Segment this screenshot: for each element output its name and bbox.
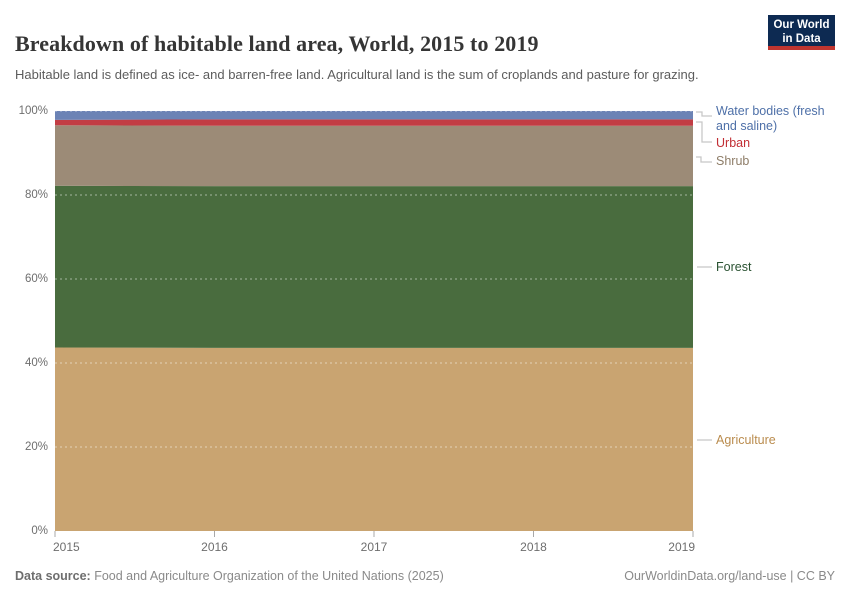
y-axis-label: 80%	[24, 189, 48, 201]
legend-label-line: Water bodies (fresh	[716, 104, 825, 118]
legend-label-urban[interactable]: Urban	[716, 136, 750, 151]
y-axis-label: 60%	[24, 273, 48, 285]
owid-logo-line1: Our World	[773, 19, 830, 31]
y-axis-label: 20%	[24, 441, 48, 453]
footer: Data source: Food and Agriculture Organi…	[15, 569, 835, 583]
y-axis-label: 0%	[31, 525, 48, 537]
area-shrub[interactable]	[55, 125, 693, 187]
y-axis-label: 100%	[18, 105, 48, 117]
page-title: Breakdown of habitable land area, World,…	[15, 30, 539, 56]
legend-label-forest[interactable]: Forest	[716, 260, 751, 275]
legend-label-shrub[interactable]: Shrub	[716, 154, 749, 169]
y-axis-label: 40%	[24, 357, 48, 369]
area-agriculture[interactable]	[55, 347, 693, 531]
area-water-bodies-fresh-and-saline[interactable]	[55, 111, 693, 120]
chart-subtitle: Habitable land is defined as ice- and ba…	[15, 67, 699, 82]
legend-label-line: Forest	[716, 260, 752, 274]
data-source-text: Food and Agriculture Organization of the…	[94, 569, 444, 583]
legend-connector	[696, 111, 712, 117]
area-forest[interactable]	[55, 185, 693, 348]
owid-logo-line2: in Data	[782, 33, 821, 46]
area-urban[interactable]	[55, 119, 693, 126]
x-axis-label: 2019	[668, 540, 695, 554]
x-axis-label: 2017	[360, 540, 388, 554]
legend-label-line: Urban	[716, 136, 751, 150]
legend-label-line: and saline)	[716, 119, 778, 133]
legend-label-line: Agriculture	[716, 433, 776, 447]
x-axis-label: 2015	[53, 540, 80, 554]
legend-connector	[696, 121, 712, 143]
x-axis-label: 2018	[520, 540, 547, 554]
legend-label-agriculture[interactable]: Agriculture	[716, 433, 776, 448]
legend-connector	[696, 156, 712, 163]
owid-logo[interactable]: Our World in Data	[768, 15, 835, 50]
x-axis-label: 2016	[201, 540, 228, 554]
legend-label-water-bodies-fresh-and-saline[interactable]: Water bodies (fresh and saline)	[716, 104, 825, 134]
data-source-label: Data source:	[15, 569, 91, 583]
legend-label-line: Shrub	[716, 154, 750, 168]
license-link[interactable]: OurWorldinData.org/land-use | CC BY	[624, 569, 835, 583]
